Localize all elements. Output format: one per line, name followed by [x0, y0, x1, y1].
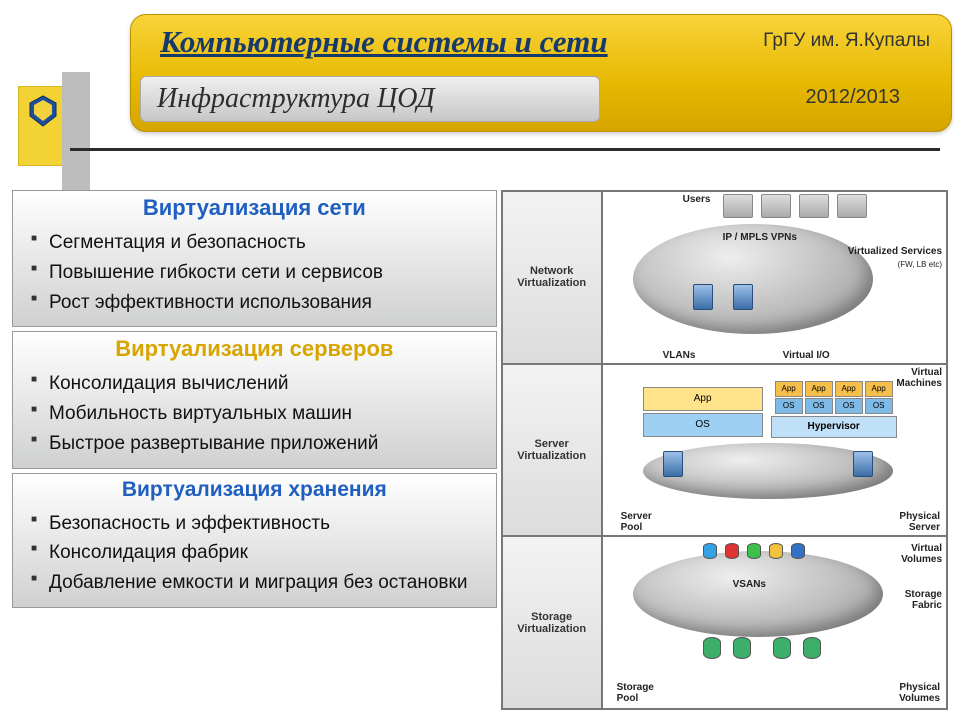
tier-storage-body: VSANs Virtual Volumes Storage Fabric Sto… — [603, 537, 946, 708]
section-storage: Виртуализация хранения Безопасность и эф… — [12, 473, 497, 608]
section-storage-title: Виртуализация хранения — [13, 474, 496, 504]
section-server-list: Консолидация вычислений Мобильность вирт… — [13, 364, 496, 455]
mini-app-box: App — [775, 381, 803, 397]
virtualized-services-label: Virtualized Services — [848, 246, 942, 257]
list-item: Повышение гибкости сети и сервисов — [31, 261, 486, 285]
left-column: Виртуализация сети Сегментация и безопас… — [12, 190, 497, 710]
header-subtitle-wrap: Инфраструктура ЦОД — [140, 76, 600, 122]
header-university: ГрГУ им. Я.Купалы — [763, 30, 930, 52]
mini-os-box: OS — [865, 398, 893, 414]
volume-cyl-icon — [769, 543, 783, 559]
user-thumb-icon — [723, 194, 753, 218]
list-item: Безопасность и эффективность — [31, 512, 486, 536]
tier-network-body: Users IP / MPLS VPNs Virtualized Service… — [603, 192, 946, 363]
list-item: Консолидация вычислений — [31, 372, 486, 396]
server-pool-label: Server Pool — [621, 511, 671, 533]
mini-os-box: OS — [805, 398, 833, 414]
volume-cyl-icon — [703, 543, 717, 559]
deco-grey-bar — [62, 72, 90, 192]
users-label: Users — [683, 194, 711, 205]
tier-storage-label: Storage Virtualization — [503, 537, 603, 708]
phys-cyl-icon — [803, 637, 821, 659]
list-item: Быстрое развертывание приложений — [31, 432, 486, 456]
section-network-title: Виртуализация сети — [13, 191, 496, 223]
tier-network: Network Virtualization Users IP / MPLS V… — [503, 192, 946, 365]
section-network: Виртуализация сети Сегментация и безопас… — [12, 190, 497, 327]
list-item: Сегментация и безопасность — [31, 231, 486, 255]
tier-server-label: Server Virtualization — [503, 365, 603, 536]
mini-app-box: App — [865, 381, 893, 397]
hypervisor-box: Hypervisor — [771, 416, 897, 438]
phys-cyl-icon — [733, 637, 751, 659]
switch-icon — [733, 284, 753, 310]
virtual-io-label: Virtual I/O — [783, 350, 830, 361]
list-item: Добавление емкости и миграция без остано… — [31, 571, 486, 595]
tier-server: Server Virtualization Virtual Machines A… — [503, 365, 946, 538]
list-item: Рост эффективности использования — [31, 291, 486, 315]
vpn-label: IP / MPLS VPNs — [723, 232, 797, 243]
mini-app-box: App — [805, 381, 833, 397]
virtual-volumes-label: Virtual Volumes — [887, 543, 942, 565]
section-server: Виртуализация серверов Консолидация вычи… — [12, 331, 497, 468]
phys-cyl-icon — [703, 637, 721, 659]
header-subtitle: Инфраструктура ЦОД — [157, 83, 435, 115]
os-box: OS — [643, 413, 763, 437]
tier-storage: Storage Virtualization VSANs Virtual Vol… — [503, 537, 946, 708]
section-server-title: Виртуализация серверов — [13, 332, 496, 364]
volume-cyl-icon — [725, 543, 739, 559]
header-title: Компьютерные системы и сети — [160, 24, 608, 60]
mini-app-box: App — [835, 381, 863, 397]
volume-cyl-icon — [747, 543, 761, 559]
section-network-list: Сегментация и безопасность Повышение гиб… — [13, 223, 496, 314]
storage-pool-label: Storage Pool — [617, 682, 672, 704]
user-thumb-icon — [799, 194, 829, 218]
list-item: Мобильность виртуальных машин — [31, 402, 486, 426]
main-columns: Виртуализация сети Сегментация и безопас… — [12, 190, 948, 710]
mini-os-box: OS — [775, 398, 803, 414]
university-crest-icon — [28, 94, 58, 128]
server-icon — [853, 451, 873, 477]
physical-volumes-label: Physical Volumes — [880, 682, 940, 704]
storage-fabric-label: Storage Fabric — [887, 589, 942, 611]
physical-server-label: Physical Server — [885, 511, 940, 533]
section-storage-list: Безопасность и эффективность Консолидаци… — [13, 504, 496, 595]
user-thumb-icon — [837, 194, 867, 218]
header-year: 2012/2013 — [805, 86, 900, 109]
mini-os-box: OS — [835, 398, 863, 414]
header-underline — [70, 148, 940, 151]
tier-network-label: Network Virtualization — [503, 192, 603, 363]
list-item: Консолидация фабрик — [31, 541, 486, 565]
user-thumb-icon — [761, 194, 791, 218]
virtualized-services-small: (FW, LB etc) — [898, 260, 942, 269]
storage-cloud-icon — [633, 551, 883, 637]
phys-cyl-icon — [773, 637, 791, 659]
app-box: App — [643, 387, 763, 411]
volume-cyl-icon — [791, 543, 805, 559]
vlans-label: VLANs — [663, 350, 696, 361]
vsans-label: VSANs — [733, 579, 766, 590]
right-diagram: Network Virtualization Users IP / MPLS V… — [501, 190, 948, 710]
tier-server-body: Virtual Machines App OS App App App App … — [603, 365, 946, 536]
server-icon — [663, 451, 683, 477]
switch-icon — [693, 284, 713, 310]
